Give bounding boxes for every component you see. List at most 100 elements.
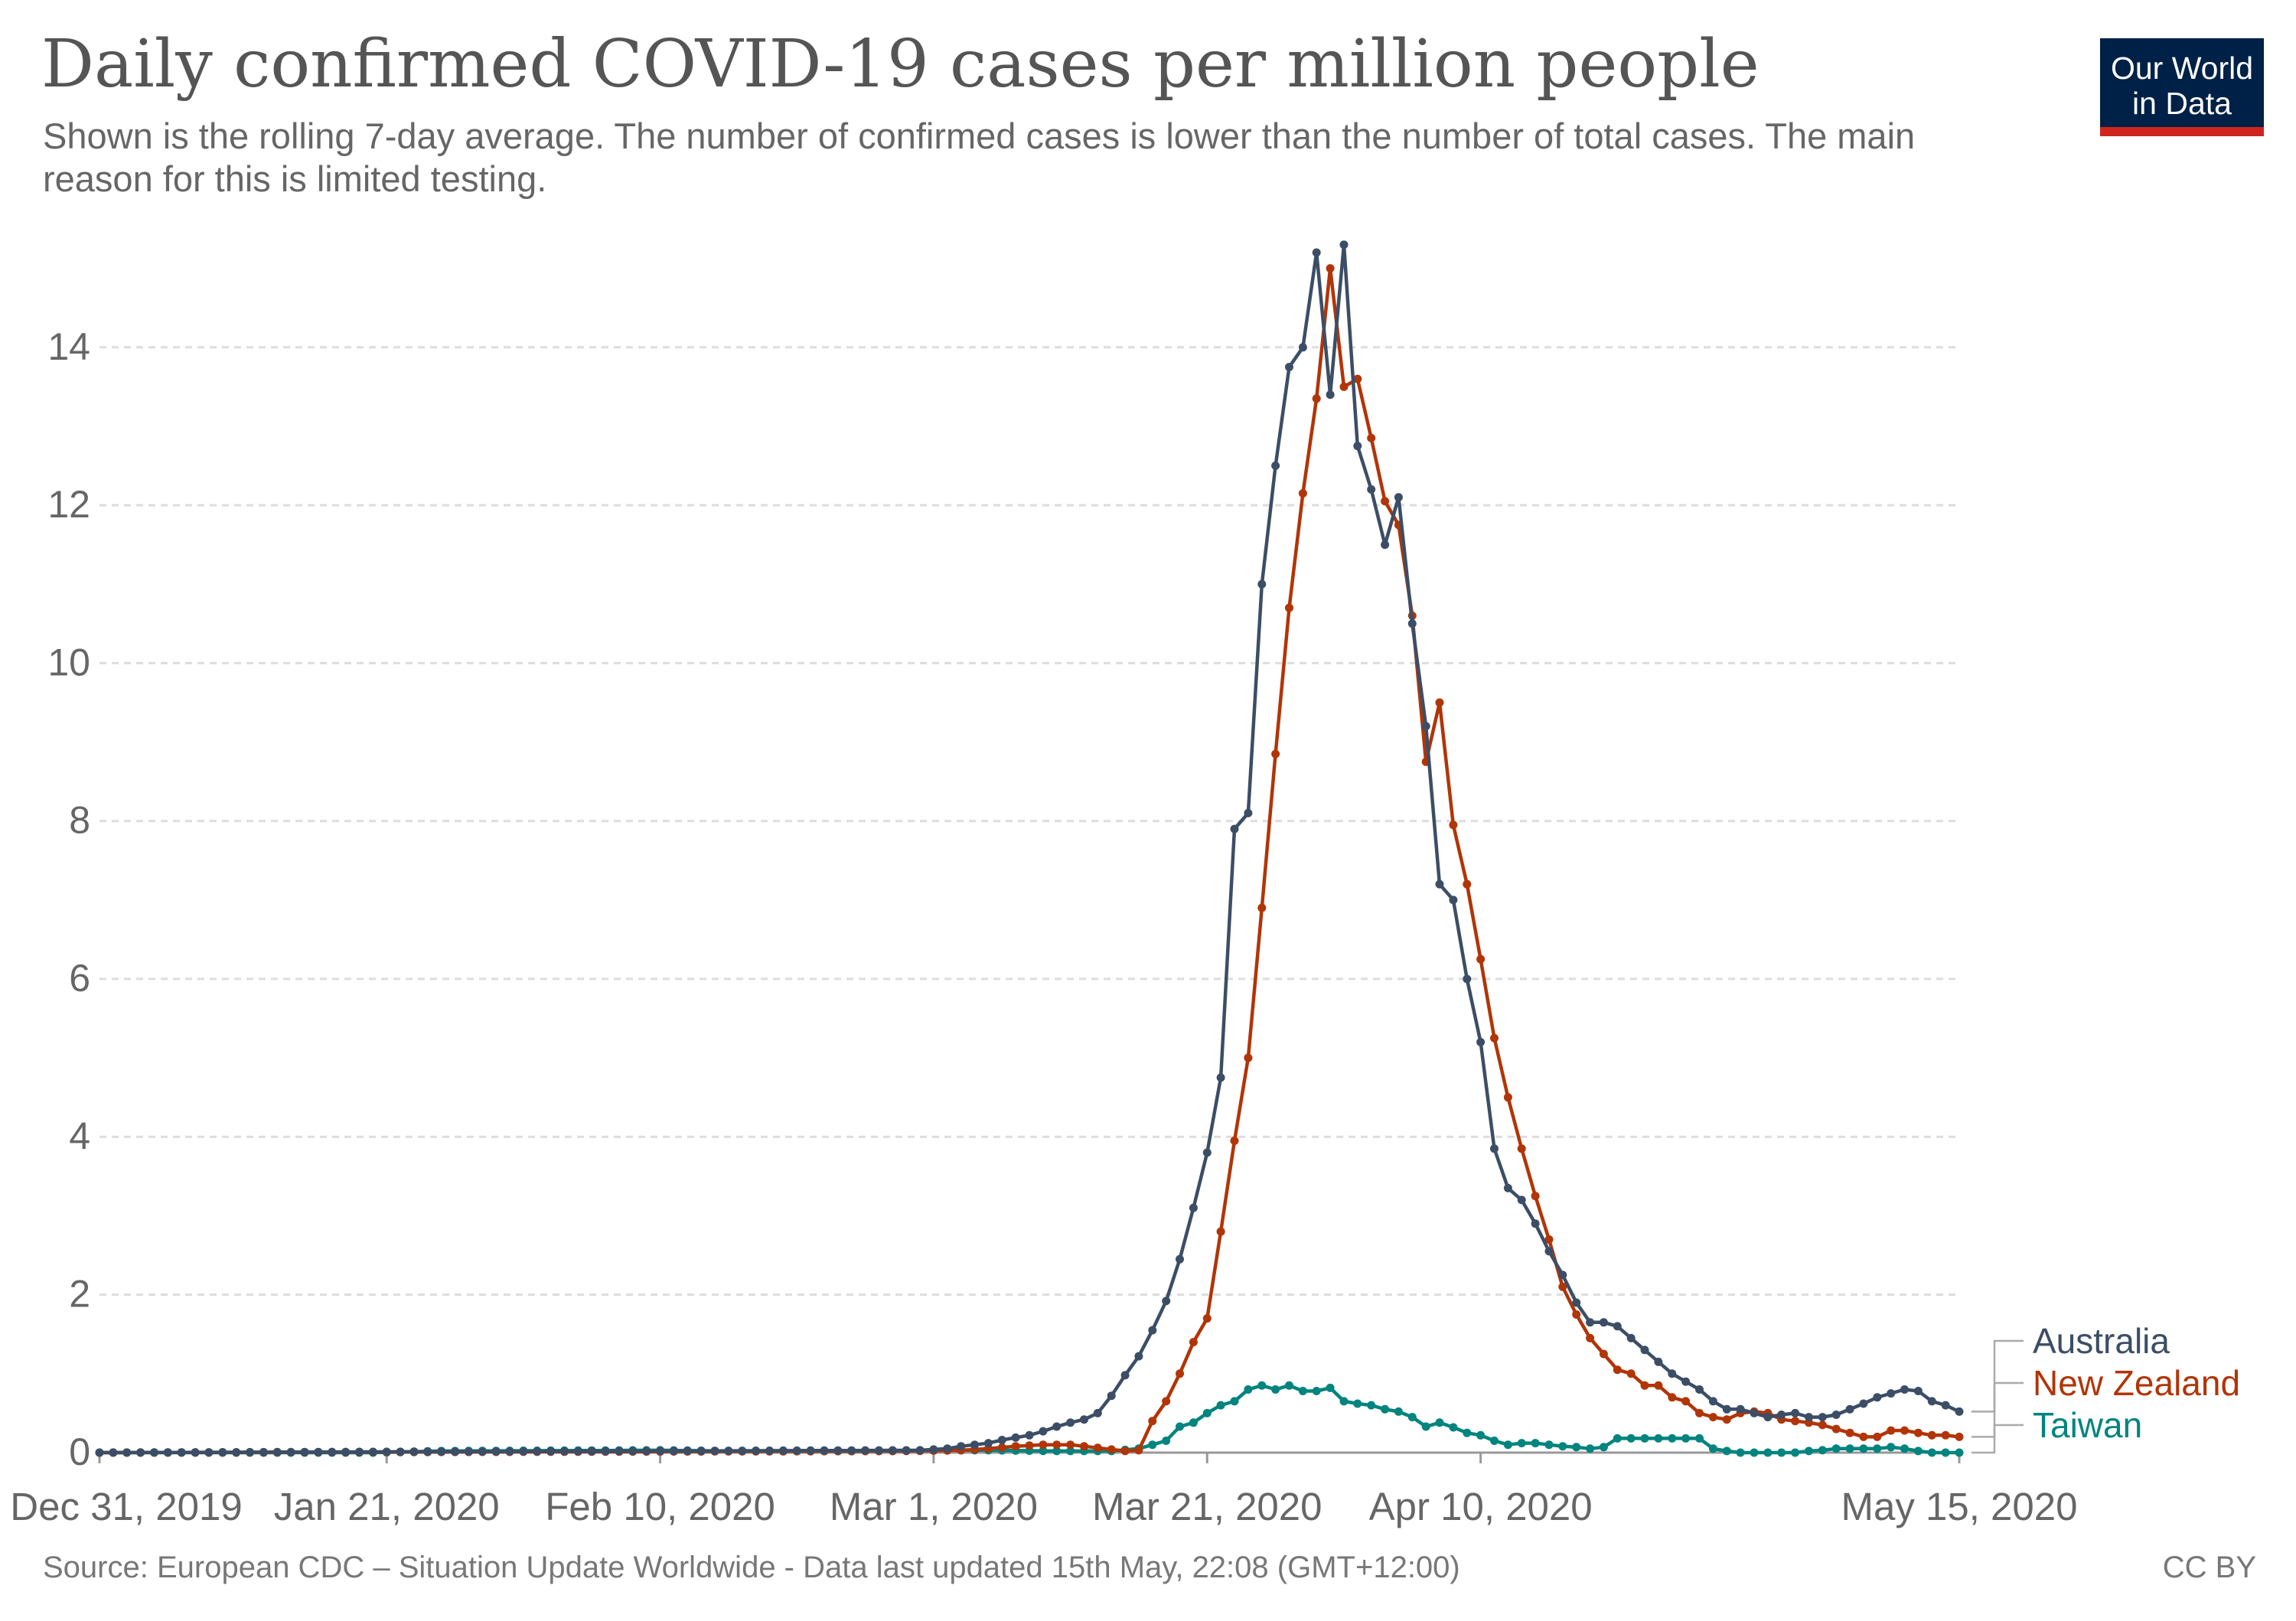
- data-point: [1887, 1389, 1896, 1398]
- data-point: [669, 1447, 678, 1456]
- license-link[interactable]: CC BY: [2162, 1551, 2256, 1584]
- data-point: [1887, 1443, 1896, 1452]
- data-point: [1216, 1227, 1225, 1236]
- data-point: [437, 1447, 446, 1456]
- data-point: [1298, 489, 1307, 498]
- y-tick-label: 2: [69, 1273, 90, 1316]
- data-point: [997, 1443, 1006, 1452]
- data-point: [1927, 1397, 1936, 1406]
- data-point: [1244, 808, 1253, 817]
- data-point: [163, 1448, 172, 1457]
- data-point: [642, 1447, 651, 1456]
- data-point: [1490, 1033, 1499, 1042]
- data-point: [1244, 1385, 1253, 1394]
- data-point: [1845, 1444, 1854, 1453]
- data-point: [1202, 1408, 1212, 1417]
- data-point: [1722, 1404, 1731, 1414]
- series-australia: [95, 240, 1964, 1457]
- data-point: [1722, 1447, 1731, 1456]
- data-point: [1599, 1443, 1608, 1452]
- data-point: [1339, 240, 1349, 250]
- data-point: [1421, 722, 1430, 731]
- data-point: [1298, 1387, 1307, 1395]
- data-point: [246, 1447, 254, 1456]
- data-point: [1421, 1422, 1430, 1431]
- data-point: [1913, 1447, 1923, 1456]
- data-point: [423, 1447, 432, 1456]
- data-point: [1736, 1404, 1745, 1414]
- data-point: [1353, 442, 1362, 451]
- data-point: [724, 1447, 733, 1456]
- data-point: [300, 1447, 309, 1456]
- data-point: [1367, 485, 1376, 494]
- logo-line-1: Our World: [2110, 51, 2254, 86]
- data-point: [1544, 1235, 1554, 1244]
- data-point: [1791, 1408, 1800, 1417]
- x-tick-label: Mar 1, 2020: [830, 1485, 1038, 1528]
- data-point: [1162, 1296, 1171, 1306]
- data-point: [1134, 1352, 1143, 1361]
- data-point: [929, 1445, 938, 1454]
- data-point: [752, 1447, 761, 1455]
- data-point: [1681, 1433, 1691, 1443]
- data-point: [1613, 1365, 1622, 1375]
- data-point: [1230, 1397, 1239, 1406]
- data-point: [1503, 1183, 1512, 1192]
- data-point: [888, 1446, 897, 1455]
- data-point: [1312, 1387, 1321, 1395]
- data-point: [1189, 1418, 1198, 1427]
- data-point: [1230, 1137, 1239, 1145]
- data-point: [109, 1448, 118, 1457]
- series-new-zealand: [95, 264, 1964, 1457]
- y-tick-label: 6: [69, 957, 90, 1000]
- data-point: [1599, 1318, 1608, 1327]
- data-point: [1312, 394, 1321, 403]
- data-point: [997, 1436, 1006, 1444]
- data-point: [1955, 1448, 1964, 1457]
- data-point: [1708, 1413, 1717, 1422]
- data-point: [1654, 1433, 1663, 1443]
- data-point: [573, 1447, 582, 1456]
- data-point: [1202, 1148, 1212, 1157]
- data-point: [1955, 1407, 1964, 1416]
- data-point: [1216, 1401, 1225, 1410]
- data-point: [1162, 1437, 1171, 1445]
- data-point: [396, 1447, 405, 1456]
- data-point: [1353, 374, 1362, 383]
- data-point: [355, 1447, 364, 1456]
- data-point: [122, 1448, 132, 1457]
- y-tick-label: 10: [47, 641, 90, 683]
- data-point: [738, 1447, 747, 1456]
- data-point: [1326, 390, 1335, 400]
- data-point: [1626, 1333, 1636, 1342]
- data-point: [1791, 1417, 1800, 1426]
- data-point: [1285, 603, 1293, 612]
- data-point: [1531, 1192, 1540, 1201]
- data-point: [1831, 1411, 1841, 1419]
- data-point: [1039, 1440, 1048, 1450]
- data-point: [1777, 1411, 1786, 1419]
- source-note[interactable]: Source: European CDC – Situation Update …: [43, 1551, 1460, 1584]
- data-point: [1381, 497, 1390, 506]
- data-point: [1176, 1254, 1184, 1264]
- data-point: [1093, 1443, 1102, 1453]
- data-point: [1025, 1430, 1034, 1440]
- data-point: [1544, 1247, 1554, 1256]
- data-point: [1066, 1447, 1075, 1456]
- data-point: [587, 1447, 596, 1456]
- data-point: [1572, 1298, 1581, 1307]
- data-point: [1900, 1444, 1909, 1453]
- data-point: [368, 1447, 377, 1456]
- data-point: [1873, 1393, 1882, 1402]
- data-point: [1517, 1195, 1526, 1205]
- owid-logo[interactable]: Our World in Data: [2100, 38, 2264, 136]
- x-tick-label: Mar 21, 2020: [1092, 1485, 1322, 1528]
- data-point: [1695, 1408, 1704, 1417]
- data-point: [970, 1440, 979, 1450]
- logo-line-2: in Data: [2132, 86, 2232, 121]
- data-point: [1626, 1433, 1636, 1443]
- data-point: [1381, 540, 1390, 550]
- data-point: [1818, 1446, 1827, 1455]
- data-point: [1080, 1442, 1088, 1451]
